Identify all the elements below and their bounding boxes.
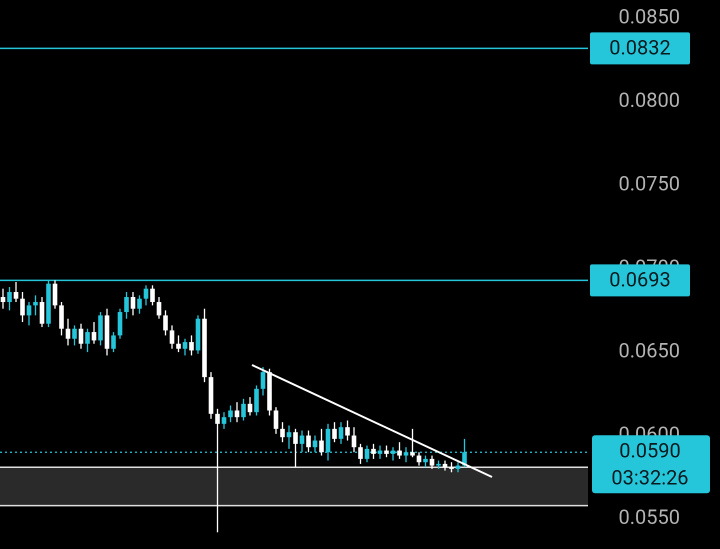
candle-body (286, 432, 292, 438)
candle-body (52, 283, 58, 306)
candle-body (423, 458, 428, 463)
candle-body (260, 372, 266, 389)
candle-body (13, 292, 19, 299)
candle-body (462, 452, 467, 466)
candle-body (39, 302, 45, 324)
candle-body (332, 428, 337, 439)
y-tick-label: 0.0850 (619, 5, 680, 29)
candle-body (176, 343, 181, 349)
candle-body (338, 427, 344, 439)
candle-body (202, 318, 207, 378)
candle-body (273, 410, 279, 429)
candle-body (117, 312, 123, 336)
candle-body (293, 432, 298, 444)
candle-body (442, 463, 448, 468)
candle-body (221, 417, 227, 424)
candle-body (137, 298, 142, 309)
candle-body (195, 318, 201, 351)
candle-body (26, 305, 32, 316)
candle-body (410, 452, 415, 456)
candle-body (208, 377, 214, 414)
candle-body (78, 328, 84, 344)
y-tick-label: 0.0800 (619, 88, 680, 112)
countdown: 03:32:26 (611, 465, 688, 489)
candle-body (449, 467, 454, 469)
candle-body (59, 305, 64, 329)
candle-body (371, 448, 376, 454)
candle-body (20, 298, 25, 316)
candle-body (377, 450, 383, 454)
candle-body (351, 435, 357, 448)
candle-body (156, 302, 162, 316)
candle-body (130, 297, 136, 309)
candle-body (299, 435, 305, 444)
candle-body (98, 315, 103, 341)
y-tick-label: 0.0650 (619, 338, 680, 362)
price-line-label: 0.0832 (609, 36, 670, 60)
candle-body (182, 342, 188, 349)
current-price-box (592, 435, 710, 494)
current-price-label: 0.0590 (619, 438, 680, 462)
candle-body (403, 452, 409, 456)
candle-body (215, 413, 220, 424)
candle-body (429, 458, 435, 466)
candle-body (312, 440, 318, 448)
candle-body (7, 292, 12, 303)
candle-body (143, 288, 149, 299)
candle-body (254, 388, 259, 413)
candle-body (189, 342, 194, 351)
candle-body (364, 448, 370, 459)
candle-body (241, 403, 246, 418)
y-tick-label: 0.0550 (619, 505, 680, 529)
candle-body (345, 427, 350, 436)
candle-body (163, 315, 168, 331)
trendline (251, 364, 493, 478)
candle-body (358, 447, 363, 459)
candle-body (91, 332, 97, 341)
candle-body (280, 428, 285, 438)
zone (0, 467, 588, 506)
candle-body (397, 450, 402, 456)
candle-body (72, 328, 77, 339)
candle-body (150, 288, 155, 303)
candle-body (267, 372, 272, 411)
candle-body (0, 297, 6, 303)
price-line-box (590, 264, 690, 297)
candle-body (124, 297, 129, 313)
candle-body (111, 335, 116, 349)
candle-body (390, 450, 396, 454)
candle-body (169, 330, 175, 344)
price-line-box (590, 32, 690, 65)
candle-body (384, 450, 389, 454)
candle-body (455, 465, 461, 469)
candle-body (85, 332, 90, 344)
candle-body (65, 328, 71, 339)
candle-body (319, 440, 324, 453)
candle-body (436, 463, 441, 466)
candle-body (234, 410, 240, 418)
candle-body (228, 410, 233, 418)
candle-body (104, 315, 110, 349)
candle-body (33, 302, 38, 306)
y-tick-label: 0.0750 (619, 172, 680, 196)
price-line-label: 0.0693 (609, 268, 670, 292)
candle-body (306, 435, 311, 448)
candle-body (416, 455, 422, 463)
candle-body (325, 428, 331, 453)
candle-body (46, 283, 51, 324)
candle-body (247, 403, 253, 413)
